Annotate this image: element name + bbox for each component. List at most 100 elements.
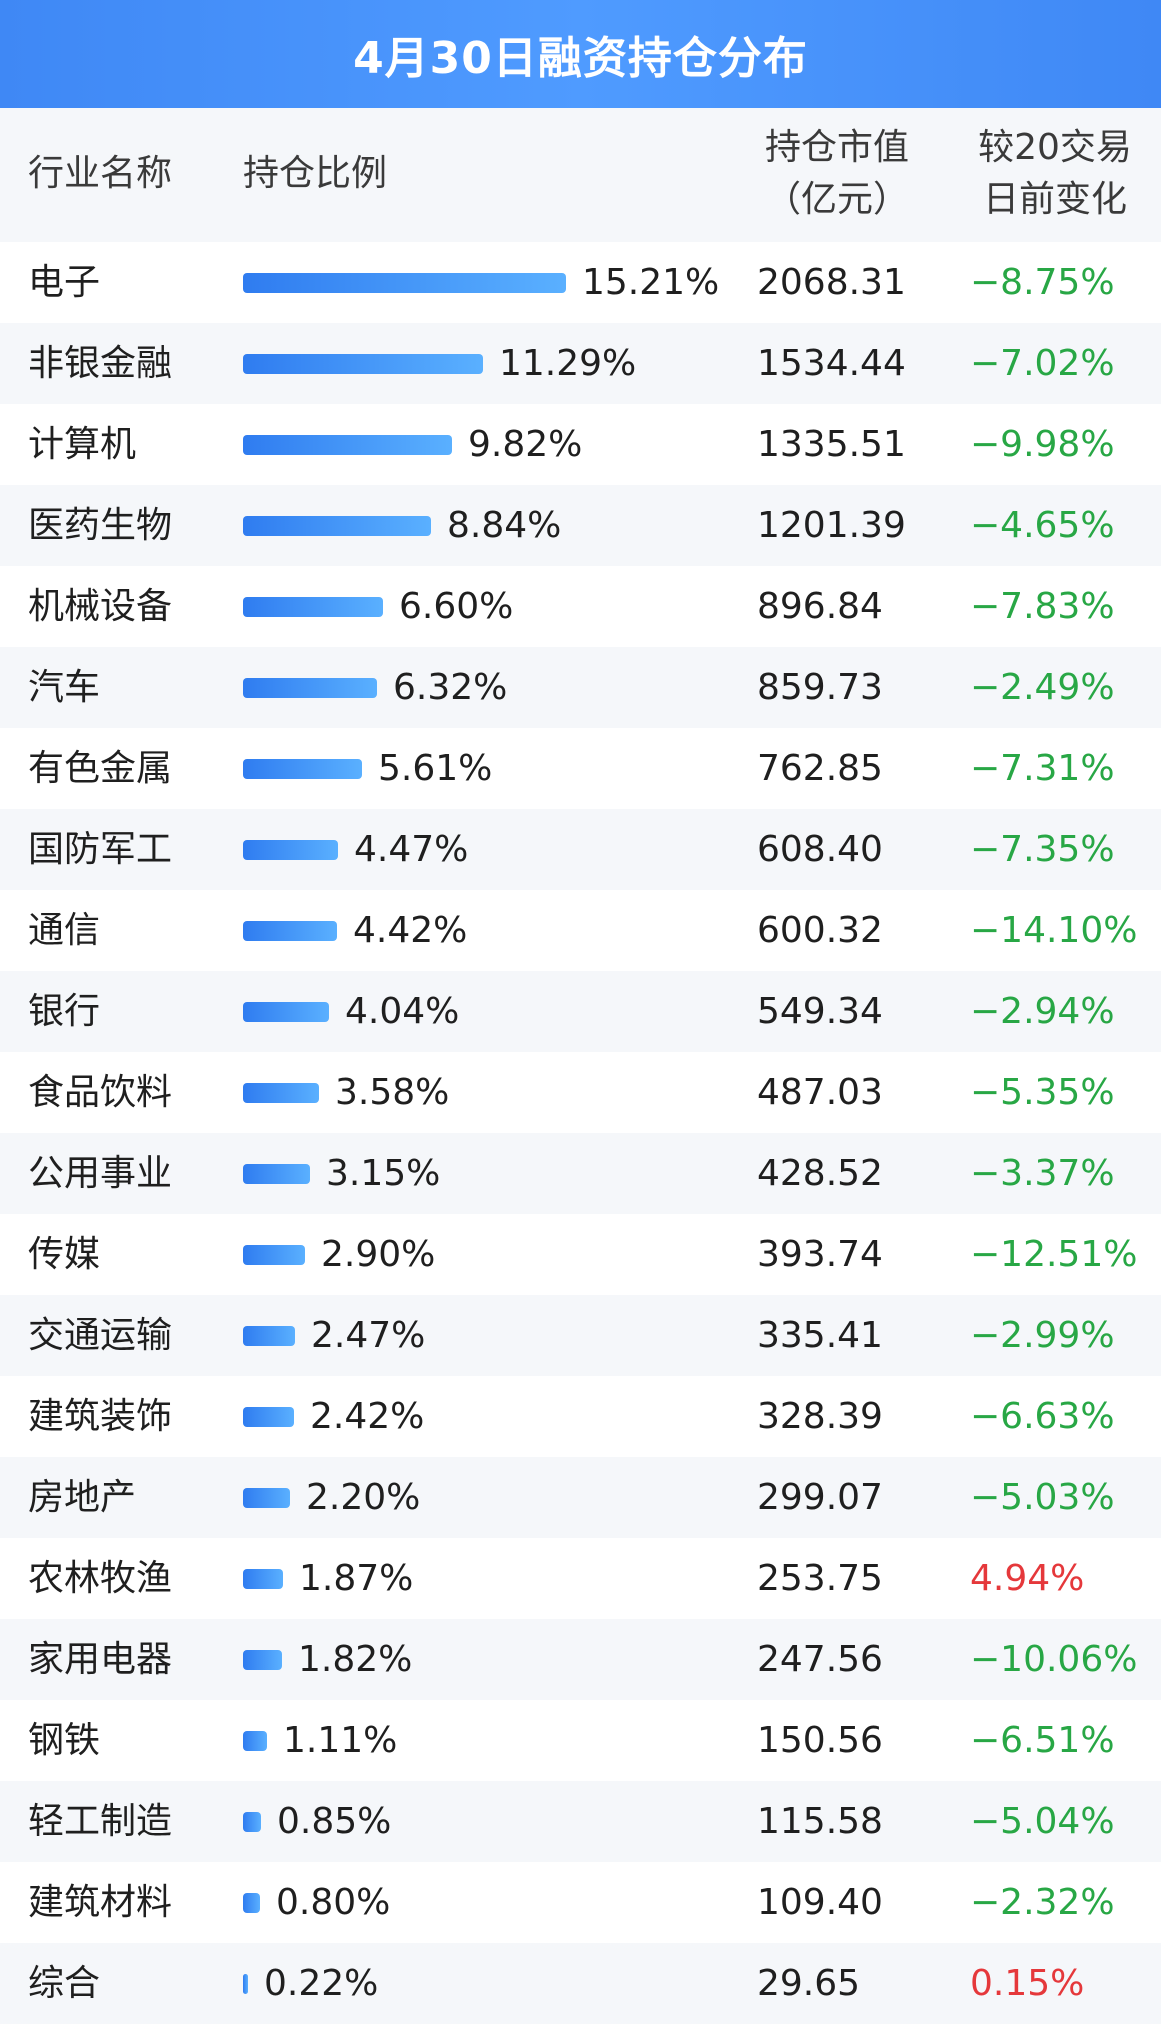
change-value: −5.03% bbox=[970, 1477, 1115, 1518]
change-value: −3.37% bbox=[970, 1153, 1115, 1194]
ratio-label: 9.82% bbox=[468, 424, 583, 465]
ratio-bar bbox=[243, 354, 483, 374]
market-value: 487.03 bbox=[757, 1072, 883, 1113]
ratio-label: 6.60% bbox=[399, 586, 514, 627]
ratio-label: 4.42% bbox=[353, 910, 468, 951]
ratio-label: 11.29% bbox=[499, 343, 637, 384]
industry-name: 电子 bbox=[28, 262, 101, 303]
table-row: 综合 0.22% 29.65 0.15% bbox=[0, 1943, 1161, 2024]
industry-name: 公用事业 bbox=[28, 1153, 173, 1194]
ratio-label: 2.20% bbox=[306, 1477, 421, 1518]
table-row: 传媒 2.90% 393.74 −12.51% bbox=[0, 1214, 1161, 1295]
market-value: 1201.39 bbox=[757, 505, 906, 546]
header-industry-name: 行业名称 bbox=[28, 153, 173, 194]
change-value: −8.75% bbox=[970, 262, 1115, 303]
industry-name: 国防军工 bbox=[28, 829, 173, 870]
ratio-bar bbox=[243, 1245, 305, 1265]
ratio-label: 2.47% bbox=[311, 1315, 426, 1356]
table-row: 国防军工 4.47% 608.40 −7.35% bbox=[0, 809, 1161, 890]
ratio-label: 1.11% bbox=[283, 1720, 398, 1761]
industry-name: 有色金属 bbox=[28, 748, 173, 789]
industry-name: 机械设备 bbox=[28, 586, 173, 627]
industry-name: 家用电器 bbox=[28, 1639, 173, 1680]
table-row: 建筑材料 0.80% 109.40 −2.32% bbox=[0, 1862, 1161, 1943]
change-value: 0.15% bbox=[970, 1963, 1085, 2004]
ratio-bar bbox=[243, 759, 362, 779]
industry-name: 轻工制造 bbox=[28, 1801, 173, 1842]
header-holding-ratio: 持仓比例 bbox=[243, 153, 388, 194]
industry-name: 建筑装饰 bbox=[28, 1396, 173, 1437]
market-value: 1335.51 bbox=[757, 424, 906, 465]
market-value: 29.65 bbox=[757, 1963, 861, 2004]
ratio-bar bbox=[243, 1326, 295, 1346]
ratio-bar bbox=[243, 1002, 329, 1022]
market-value: 253.75 bbox=[757, 1558, 883, 1599]
change-value: −7.31% bbox=[970, 748, 1115, 789]
ratio-bar bbox=[243, 1650, 282, 1670]
table-row: 建筑装饰 2.42% 328.39 −6.63% bbox=[0, 1376, 1161, 1457]
ratio-label: 1.87% bbox=[299, 1558, 414, 1599]
change-value: −14.10% bbox=[970, 910, 1138, 951]
market-value: 896.84 bbox=[757, 586, 883, 627]
ratio-label: 5.61% bbox=[378, 748, 493, 789]
market-value: 335.41 bbox=[757, 1315, 883, 1356]
industry-name: 医药生物 bbox=[28, 505, 173, 546]
industry-name: 房地产 bbox=[28, 1477, 137, 1518]
table-row: 通信 4.42% 600.32 −14.10% bbox=[0, 890, 1161, 971]
change-value: −5.04% bbox=[970, 1801, 1115, 1842]
ratio-bar bbox=[243, 1488, 290, 1508]
table-row: 有色金属 5.61% 762.85 −7.31% bbox=[0, 728, 1161, 809]
table-row: 公用事业 3.15% 428.52 −3.37% bbox=[0, 1133, 1161, 1214]
ratio-bar bbox=[243, 1569, 283, 1589]
market-value: 762.85 bbox=[757, 748, 883, 789]
industry-name: 钢铁 bbox=[28, 1720, 101, 1761]
market-value: 859.73 bbox=[757, 667, 883, 708]
ratio-bar bbox=[243, 597, 383, 617]
industry-name: 传媒 bbox=[28, 1234, 101, 1275]
market-value: 115.58 bbox=[757, 1801, 883, 1842]
table-row: 银行 4.04% 549.34 −2.94% bbox=[0, 971, 1161, 1052]
ratio-bar bbox=[243, 1164, 310, 1184]
industry-name: 综合 bbox=[28, 1963, 101, 2004]
table-row: 食品饮料 3.58% 487.03 −5.35% bbox=[0, 1052, 1161, 1133]
ratio-bar bbox=[243, 1893, 260, 1913]
industry-name: 银行 bbox=[28, 991, 101, 1032]
header-market-value-line1: 持仓市值 bbox=[764, 127, 909, 168]
market-value: 299.07 bbox=[757, 1477, 883, 1518]
industry-name: 农林牧渔 bbox=[28, 1558, 173, 1599]
change-value: −5.35% bbox=[970, 1072, 1115, 1113]
change-value: −7.83% bbox=[970, 586, 1115, 627]
market-value: 109.40 bbox=[757, 1882, 883, 1923]
market-value: 600.32 bbox=[757, 910, 883, 951]
market-value: 608.40 bbox=[757, 829, 883, 870]
title-bar: 4月30日融资持仓分布 bbox=[0, 0, 1161, 108]
change-value: −2.49% bbox=[970, 667, 1115, 708]
change-value: −7.35% bbox=[970, 829, 1115, 870]
ratio-label: 15.21% bbox=[582, 262, 720, 303]
ratio-bar bbox=[243, 1083, 319, 1103]
ratio-bar bbox=[243, 1812, 261, 1832]
header-market-value-line2: （亿元） bbox=[764, 179, 909, 220]
ratio-bar bbox=[243, 921, 337, 941]
market-value: 2068.31 bbox=[757, 262, 906, 303]
table-row: 家用电器 1.82% 247.56 −10.06% bbox=[0, 1619, 1161, 1700]
header-market-value: 持仓市值 （亿元） bbox=[752, 122, 922, 226]
table-header: 行业名称 持仓比例 持仓市值 （亿元） 较20交易 日前变化 bbox=[0, 108, 1161, 242]
industry-name: 非银金融 bbox=[28, 343, 173, 384]
table-body: 电子 15.21% 2068.31 −8.75% 非银金融 11.29% 1534.44 −7… bbox=[0, 242, 1161, 2024]
ratio-label: 0.22% bbox=[264, 1963, 379, 2004]
ratio-bar bbox=[243, 840, 338, 860]
industry-name: 计算机 bbox=[28, 424, 137, 465]
market-value: 247.56 bbox=[757, 1639, 883, 1680]
table-row: 交通运输 2.47% 335.41 −2.99% bbox=[0, 1295, 1161, 1376]
change-value: −2.94% bbox=[970, 991, 1115, 1032]
market-value: 328.39 bbox=[757, 1396, 883, 1437]
table-row: 钢铁 1.11% 150.56 −6.51% bbox=[0, 1700, 1161, 1781]
table-row: 电子 15.21% 2068.31 −8.75% bbox=[0, 242, 1161, 323]
change-value: −2.99% bbox=[970, 1315, 1115, 1356]
ratio-bar bbox=[243, 516, 431, 536]
change-value: −7.02% bbox=[970, 343, 1115, 384]
ratio-label: 0.85% bbox=[277, 1801, 392, 1842]
ratio-label: 1.82% bbox=[298, 1639, 413, 1680]
ratio-bar bbox=[243, 678, 377, 698]
